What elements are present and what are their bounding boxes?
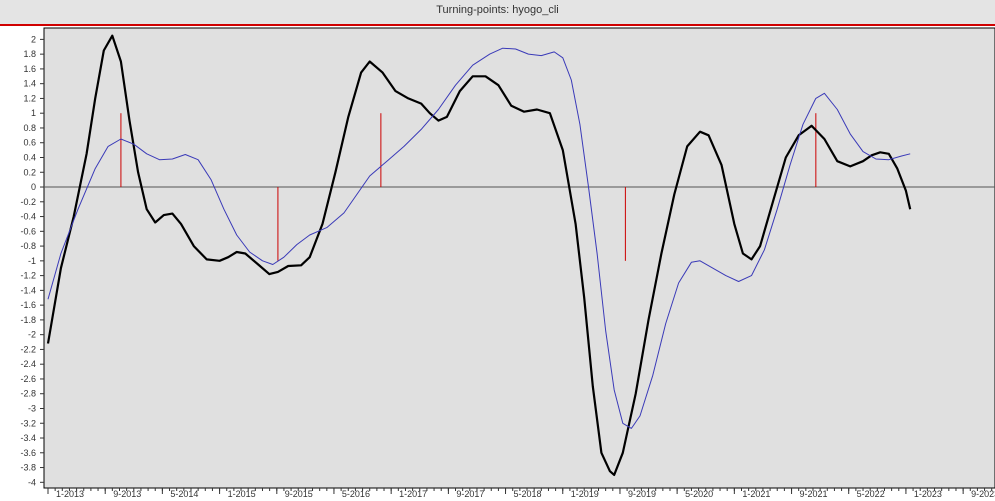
x-tick-label: 1-2021 xyxy=(742,489,770,499)
y-tick-label: 1.4 xyxy=(23,79,36,89)
x-tick-label: 5-2014 xyxy=(170,489,198,499)
x-tick-label: 9-2021 xyxy=(800,489,828,499)
y-tick-label: -3.8 xyxy=(20,463,36,473)
y-tick-label: -1.2 xyxy=(20,271,36,281)
x-tick-label: 9-2023 xyxy=(971,489,995,499)
y-tick-label: -3.2 xyxy=(20,418,36,428)
x-tick-label: 9-2015 xyxy=(285,489,313,499)
y-tick-label: -1.8 xyxy=(20,315,36,325)
turning-points xyxy=(120,113,817,261)
y-tick-label: -2 xyxy=(28,330,36,340)
x-tick-label: 1-2019 xyxy=(571,489,599,499)
y-tick-label: -0.6 xyxy=(20,226,36,236)
y-tick-label: 2 xyxy=(31,34,36,44)
series-group xyxy=(46,34,912,476)
x-tick-label: 1-2015 xyxy=(228,489,256,499)
y-tick-label: 1 xyxy=(31,108,36,118)
x-tick-label: 9-2013 xyxy=(113,489,141,499)
y-tick-label: -1 xyxy=(28,256,36,266)
y-tick-label: -3.4 xyxy=(20,433,36,443)
y-tick-label: -3 xyxy=(28,403,36,413)
x-tick-label: 9-2017 xyxy=(456,489,484,499)
x-axis: 1-2013 9-2013 5-2014 1-2015 9-2015 5-2016 1-20… xyxy=(47,488,995,499)
y-tick-label: -0.8 xyxy=(20,241,36,251)
x-tick-label: 1-2023 xyxy=(914,489,942,499)
chart-title: Turning-points: hyogo_cli xyxy=(436,4,559,16)
x-tick-label: 5-2020 xyxy=(685,489,713,499)
y-tick-label: 0.4 xyxy=(23,152,36,162)
y-tick-label: -2.2 xyxy=(20,344,36,354)
y-tick-label: -4 xyxy=(28,477,36,487)
series-line-2 xyxy=(47,47,911,429)
y-tick-label: -2.6 xyxy=(20,374,36,384)
plot-area xyxy=(43,27,995,489)
y-tick-label: -2.8 xyxy=(20,389,36,399)
y-tick-label: 0.2 xyxy=(23,167,36,177)
y-tick-label: -1.6 xyxy=(20,300,36,310)
title-bar: Turning-points: hyogo_cli xyxy=(0,0,995,26)
y-tick-label: -1.4 xyxy=(20,285,36,295)
y-tick-label: 1.2 xyxy=(23,93,36,103)
y-axis: 2 1.8 1.6 1.4 1.2 1 0.8 0.6 0.4 0.2 0 -0.2 -0.4 -0.6 -… xyxy=(20,34,44,487)
y-tick-label: 0.8 xyxy=(23,123,36,133)
x-tick-label: 1-2017 xyxy=(399,489,427,499)
x-tick-label: 5-2016 xyxy=(342,489,370,499)
y-tick-label: 1.6 xyxy=(23,64,36,74)
y-tick-label: 1.8 xyxy=(23,49,36,59)
y-tick-label: -0.2 xyxy=(20,197,36,207)
x-tick-label: 1-2013 xyxy=(56,489,84,499)
y-tick-label: -0.4 xyxy=(20,212,36,222)
y-tick-label: 0 xyxy=(31,182,36,192)
series-line-1 xyxy=(46,34,912,476)
x-tick-label: 5-2022 xyxy=(857,489,885,499)
y-tick-label: 0.6 xyxy=(23,138,36,148)
x-tick-label: 9-2019 xyxy=(628,489,656,499)
y-tick-label: -3.6 xyxy=(20,448,36,458)
x-tick-label: 5-2018 xyxy=(514,489,542,499)
y-tick-label: -2.4 xyxy=(20,359,36,369)
